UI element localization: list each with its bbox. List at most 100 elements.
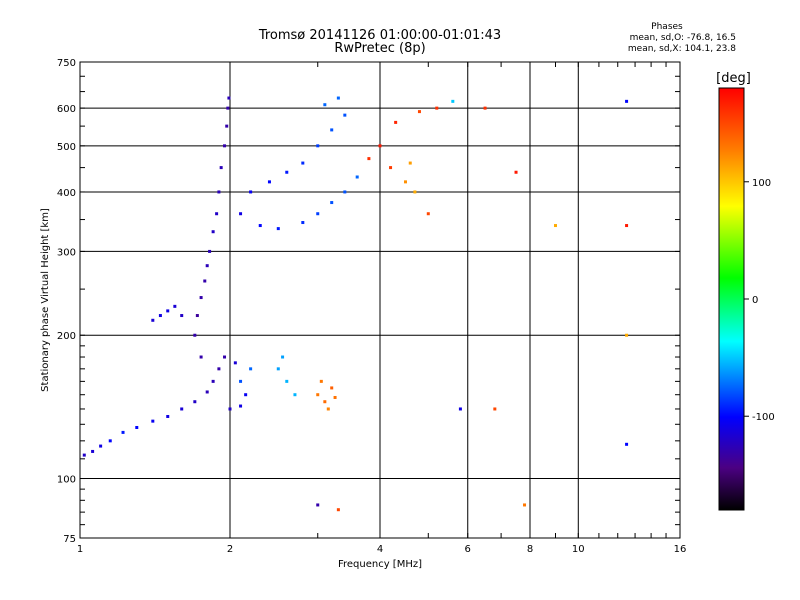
data-point: [91, 449, 95, 453]
colorbar-ticks: 100 0 -100: [744, 178, 775, 423]
data-point: [403, 180, 407, 184]
data-point: [276, 367, 280, 371]
y-tick-label: 100: [57, 475, 76, 486]
data-point: [195, 314, 199, 318]
phases-o-stats: mean, sd,O: -76.8, 16.5: [629, 33, 736, 43]
y-tick-label: 300: [57, 247, 76, 258]
data-points: [82, 96, 629, 512]
x-tick-label: 8: [527, 544, 533, 555]
x-axis-label: Frequency [MHz]: [338, 559, 422, 570]
colorbar-tick-label: 0: [752, 295, 758, 306]
data-point: [483, 106, 487, 110]
data-point: [211, 379, 215, 383]
data-point: [226, 106, 230, 110]
data-point: [217, 190, 221, 194]
data-point: [249, 190, 253, 194]
data-point: [316, 503, 320, 507]
x-tick-label: 2: [227, 544, 233, 555]
data-point: [301, 221, 305, 225]
colorbar-tick-label: -100: [752, 412, 775, 423]
data-point: [99, 444, 103, 448]
data-point: [219, 166, 223, 170]
data-point: [301, 161, 305, 165]
x-tick-label: 10: [572, 544, 585, 555]
data-point: [493, 407, 497, 411]
data-point: [333, 395, 337, 399]
data-point: [625, 442, 629, 446]
data-point: [215, 212, 219, 216]
x-tick-label: 6: [465, 544, 471, 555]
data-point: [258, 224, 262, 228]
data-point: [267, 180, 271, 184]
phases-x-stats: mean, sd,X: 104.1, 23.8: [627, 44, 736, 54]
data-point: [276, 227, 280, 231]
data-point: [316, 393, 320, 397]
data-point: [82, 453, 86, 457]
data-point: [319, 379, 323, 383]
data-point: [408, 161, 412, 165]
y-axis-label: Stationary phase Virtual Height [km]: [40, 208, 51, 392]
data-point: [367, 157, 371, 161]
data-point: [233, 361, 237, 365]
data-point: [199, 296, 203, 300]
data-point: [343, 113, 347, 117]
data-point: [180, 314, 184, 318]
data-point: [323, 103, 327, 107]
data-point: [205, 264, 209, 268]
data-point: [205, 390, 209, 394]
data-point: [239, 379, 243, 383]
data-point: [343, 190, 347, 194]
data-point: [199, 355, 203, 359]
data-point: [173, 304, 177, 308]
data-point: [158, 314, 162, 318]
data-point: [239, 404, 243, 408]
data-point: [223, 355, 227, 359]
data-point: [151, 419, 155, 423]
data-point: [330, 386, 334, 390]
data-point: [330, 128, 334, 132]
data-point: [330, 201, 334, 205]
colorbar: [718, 87, 745, 511]
data-point: [378, 144, 382, 148]
data-point: [227, 96, 231, 100]
data-point: [225, 124, 229, 128]
data-point: [166, 414, 170, 418]
data-point: [355, 175, 359, 179]
data-point: [326, 407, 330, 411]
data-point: [435, 106, 439, 110]
data-point: [285, 170, 289, 174]
data-point: [121, 430, 125, 434]
data-point: [293, 393, 297, 397]
x-tick-label: 4: [377, 544, 383, 555]
data-point: [451, 99, 455, 103]
x-tick-label: 1: [77, 544, 83, 555]
grid-lines: [80, 62, 680, 538]
data-point: [108, 439, 112, 443]
data-point: [285, 379, 289, 383]
data-point: [417, 110, 421, 114]
data-point: [514, 170, 518, 174]
x-axis-ticks: 1 2 4 6 8 10 16: [77, 62, 687, 555]
chart-subtitle: RwPretec (8p): [334, 41, 426, 56]
data-point: [625, 333, 629, 337]
y-tick-label: 400: [57, 188, 76, 199]
y-tick-label: 75: [63, 534, 76, 545]
data-point: [180, 407, 184, 411]
x-tick-label: 16: [674, 544, 687, 555]
y-tick-label: 750: [57, 58, 76, 69]
phases-heading: Phases: [651, 22, 683, 32]
data-point: [211, 230, 215, 234]
data-point: [336, 96, 340, 100]
colorbar-label: [deg]: [716, 71, 751, 86]
colorbar-tick-label: 100: [752, 178, 771, 189]
data-point: [523, 503, 527, 507]
data-point: [389, 166, 393, 170]
data-point: [426, 212, 430, 216]
data-point: [193, 333, 197, 337]
data-point: [203, 279, 207, 283]
data-point: [239, 212, 243, 216]
data-point: [323, 400, 327, 404]
y-tick-label: 600: [57, 104, 76, 115]
data-point: [625, 99, 629, 103]
